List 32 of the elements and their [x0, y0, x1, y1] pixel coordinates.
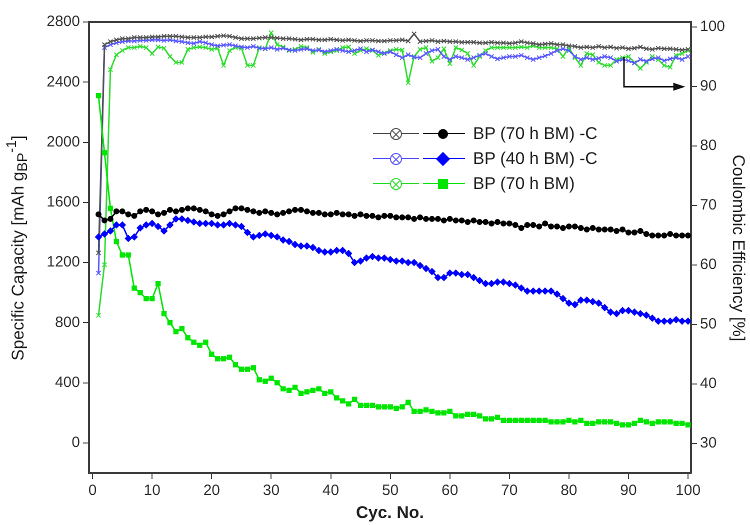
y-tick-label: 1600 — [46, 194, 80, 211]
y2-tick-label: 70 — [700, 196, 717, 214]
x-tick-label: 80 — [560, 482, 578, 500]
y2-tick-label: 50 — [700, 315, 717, 332]
y2-tick-label: 60 — [700, 256, 717, 273]
y2-tick-label: 80 — [700, 136, 717, 154]
x-tick-label: 100 — [676, 482, 701, 500]
x-tick-label: 10 — [144, 482, 160, 500]
x-tick-label: 90 — [620, 482, 637, 500]
y2-tick-label: 30 — [700, 434, 717, 452]
y-tick-label: 0 — [72, 434, 80, 452]
x-tick-label: 30 — [262, 482, 280, 500]
y2-axis-title: Coulombic Efficiency [%] — [728, 154, 748, 341]
x-tick-label: 60 — [442, 482, 458, 500]
x-tick-label: 70 — [501, 482, 518, 500]
y-tick-label: 2000 — [46, 133, 80, 150]
x-tick-label: 40 — [322, 482, 340, 500]
y-tick-label: 2800 — [46, 13, 80, 30]
x-tick-label: 50 — [382, 482, 399, 500]
y2-tick-label: 90 — [700, 77, 717, 94]
y-tick-label: 1200 — [46, 254, 80, 271]
y2-tick-label: 40 — [700, 374, 717, 392]
y-tick-label: 800 — [54, 314, 80, 331]
y2-tick-label: 100 — [700, 18, 726, 35]
y-tick-label: 400 — [54, 374, 80, 391]
x-tick-label: 20 — [203, 482, 220, 500]
legend-label: BP (40 h BM) -C — [473, 148, 598, 169]
x-axis-title: Cyc. No. — [356, 503, 424, 523]
x-tick-label: 0 — [88, 482, 97, 500]
legend-label: BP (70 h BM) — [473, 174, 575, 194]
legend-label: BP (70 h BM) -C — [473, 124, 598, 144]
y-tick-label: 2400 — [46, 73, 80, 90]
